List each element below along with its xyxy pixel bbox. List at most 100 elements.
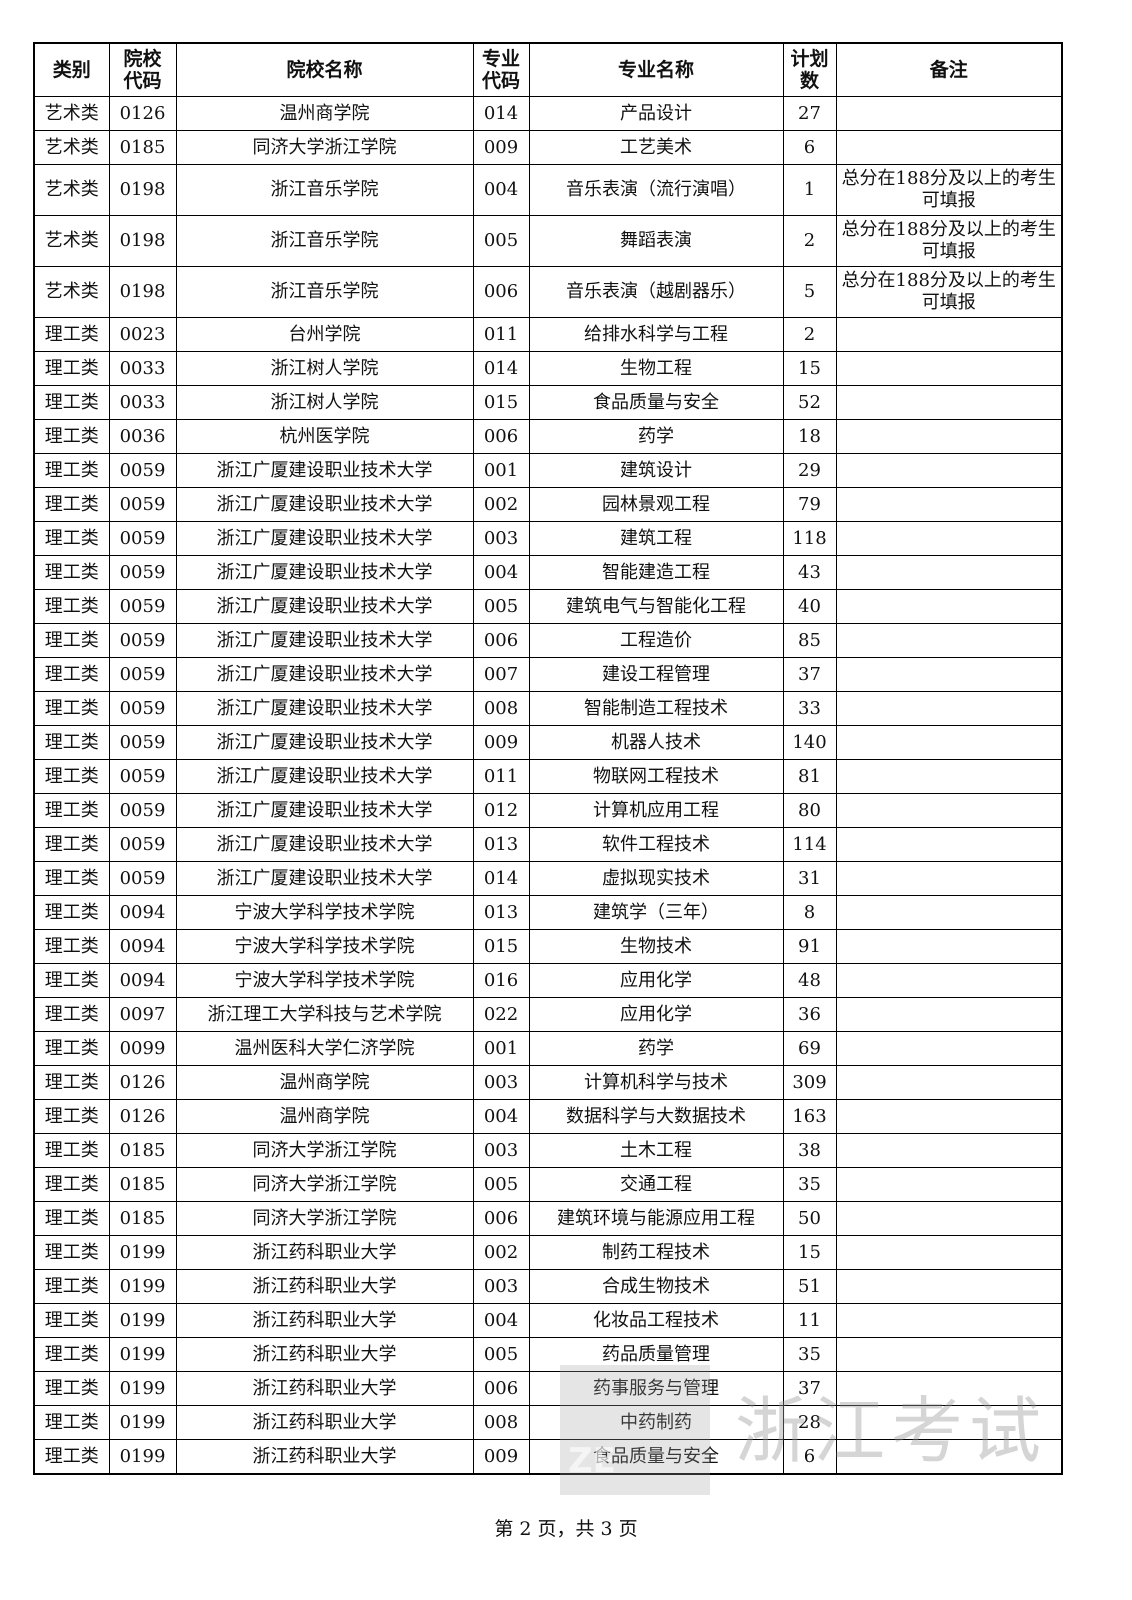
cell-school-name: 浙江广厦建设职业技术大学: [175, 827, 474, 862]
cell-school-name: 浙江树人学院: [175, 385, 474, 420]
cell-remarks: [835, 657, 1063, 692]
cell-major-name: 虚拟现实技术: [528, 861, 784, 896]
cell-plan-count: 29: [782, 453, 837, 488]
table-row: 理工类 0126 温州商学院 003 计算机科学与技术 309: [33, 1065, 1063, 1100]
cell-school-name: 浙江药科职业大学: [175, 1371, 474, 1406]
cell-school-name: 浙江树人学院: [175, 351, 474, 386]
cell-plan-count: 27: [782, 96, 837, 131]
cell-major-name: 药学: [528, 1031, 784, 1066]
cell-plan-count: 43: [782, 555, 837, 590]
cell-major-code: 022: [472, 997, 530, 1032]
table-row: 理工类 0199 浙江药科职业大学 002 制药工程技术 15: [33, 1235, 1063, 1270]
cell-remarks: 总分在188分及以上的考生可填报: [835, 164, 1063, 216]
cell-category: 理工类: [33, 453, 110, 488]
cell-major-name: 建筑电气与智能化工程: [528, 589, 784, 624]
cell-category: 理工类: [33, 385, 110, 420]
table-row: 理工类 0199 浙江药科职业大学 004 化妆品工程技术 11: [33, 1303, 1063, 1338]
cell-school-code: 0059: [108, 759, 177, 794]
table-row: 理工类 0033 浙江树人学院 014 生物工程 15: [33, 351, 1063, 386]
cell-school-code: 0199: [108, 1235, 177, 1270]
cell-major-name: 建筑工程: [528, 521, 784, 556]
cell-remarks: [835, 1269, 1063, 1304]
cell-remarks: [835, 1099, 1063, 1134]
cell-school-name: 同济大学浙江学院: [175, 1133, 474, 1168]
cell-school-name: 同济大学浙江学院: [175, 1201, 474, 1236]
cell-major-name: 智能制造工程技术: [528, 691, 784, 726]
table-row: 理工类 0094 宁波大学科学技术学院 013 建筑学（三年） 8: [33, 895, 1063, 930]
table-row: 理工类 0199 浙江药科职业大学 005 药品质量管理 35: [33, 1337, 1063, 1372]
cell-school-code: 0198: [108, 266, 177, 318]
table-row: 理工类 0185 同济大学浙江学院 006 建筑环境与能源应用工程 50: [33, 1201, 1063, 1236]
cell-school-name: 浙江药科职业大学: [175, 1303, 474, 1338]
cell-major-code: 005: [472, 1167, 530, 1202]
cell-major-name: 软件工程技术: [528, 827, 784, 862]
cell-major-code: 001: [472, 453, 530, 488]
cell-school-name: 浙江理工大学科技与艺术学院: [175, 997, 474, 1032]
cell-school-name: 同济大学浙江学院: [175, 130, 474, 165]
cell-school-code: 0059: [108, 725, 177, 760]
cell-remarks: [835, 861, 1063, 896]
cell-school-code: 0126: [108, 1065, 177, 1100]
table-row: 理工类 0199 浙江药科职业大学 008 中药制药 28: [33, 1405, 1063, 1440]
cell-school-code: 0185: [108, 130, 177, 165]
cell-category: 艺术类: [33, 164, 110, 216]
cell-school-name: 温州医科大学仁济学院: [175, 1031, 474, 1066]
cell-school-name: 浙江音乐学院: [175, 215, 474, 267]
cell-plan-count: 69: [782, 1031, 837, 1066]
table-row: 艺术类 0198 浙江音乐学院 005 舞蹈表演 2 总分在188分及以上的考生可填报: [33, 215, 1063, 267]
cell-category: 理工类: [33, 623, 110, 658]
cell-remarks: 总分在188分及以上的考生可填报: [835, 266, 1063, 318]
cell-remarks: [835, 351, 1063, 386]
cell-major-name: 食品质量与安全: [528, 385, 784, 420]
cell-major-name: 建筑设计: [528, 453, 784, 488]
cell-plan-count: 40: [782, 589, 837, 624]
table-row: 艺术类 0185 同济大学浙江学院 009 工艺美术 6: [33, 130, 1063, 165]
cell-major-code: 003: [472, 1065, 530, 1100]
cell-school-code: 0094: [108, 895, 177, 930]
cell-major-code: 002: [472, 487, 530, 522]
cell-major-code: 004: [472, 164, 530, 216]
cell-school-name: 台州学院: [175, 317, 474, 352]
table-row: 理工类 0199 浙江药科职业大学 009 食品质量与安全 6: [33, 1439, 1063, 1475]
cell-category: 理工类: [33, 997, 110, 1032]
cell-category: 理工类: [33, 1303, 110, 1338]
table-row: 理工类 0199 浙江药科职业大学 006 药事服务与管理 37: [33, 1371, 1063, 1406]
cell-remarks: [835, 589, 1063, 624]
table-row: 艺术类 0198 浙江音乐学院 004 音乐表演（流行演唱） 1 总分在188分及以上的考生…: [33, 164, 1063, 216]
cell-category: 艺术类: [33, 266, 110, 318]
table-row: 理工类 0094 宁波大学科学技术学院 016 应用化学 48: [33, 963, 1063, 998]
cell-remarks: [835, 1031, 1063, 1066]
cell-school-code: 0059: [108, 793, 177, 828]
cell-major-name: 数据科学与大数据技术: [528, 1099, 784, 1134]
cell-school-name: 浙江药科职业大学: [175, 1269, 474, 1304]
cell-major-code: 009: [472, 725, 530, 760]
cell-remarks: [835, 453, 1063, 488]
cell-plan-count: 11: [782, 1303, 837, 1338]
cell-category: 理工类: [33, 555, 110, 590]
cell-category: 理工类: [33, 1439, 110, 1475]
cell-major-name: 建设工程管理: [528, 657, 784, 692]
cell-plan-count: 50: [782, 1201, 837, 1236]
cell-major-name: 给排水科学与工程: [528, 317, 784, 352]
cell-major-code: 008: [472, 1405, 530, 1440]
cell-school-code: 0059: [108, 657, 177, 692]
cell-major-code: 004: [472, 1303, 530, 1338]
table-row: 理工类 0059 浙江广厦建设职业技术大学 012 计算机应用工程 80: [33, 793, 1063, 828]
cell-major-code: 005: [472, 589, 530, 624]
cell-remarks: [835, 1337, 1063, 1372]
cell-school-code: 0185: [108, 1201, 177, 1236]
table-row: 理工类 0059 浙江广厦建设职业技术大学 008 智能制造工程技术 33: [33, 691, 1063, 726]
cell-remarks: [835, 487, 1063, 522]
cell-major-name: 计算机应用工程: [528, 793, 784, 828]
header-major-code: 专业 代码: [472, 42, 530, 97]
cell-category: 理工类: [33, 725, 110, 760]
cell-school-code: 0126: [108, 1099, 177, 1134]
cell-school-code: 0199: [108, 1269, 177, 1304]
cell-major-code: 005: [472, 1337, 530, 1372]
cell-plan-count: 1: [782, 164, 837, 216]
cell-plan-count: 18: [782, 419, 837, 454]
cell-major-name: 音乐表演（流行演唱）: [528, 164, 784, 216]
table-row: 理工类 0059 浙江广厦建设职业技术大学 005 建筑电气与智能化工程 40: [33, 589, 1063, 624]
cell-school-code: 0059: [108, 589, 177, 624]
cell-remarks: [835, 521, 1063, 556]
